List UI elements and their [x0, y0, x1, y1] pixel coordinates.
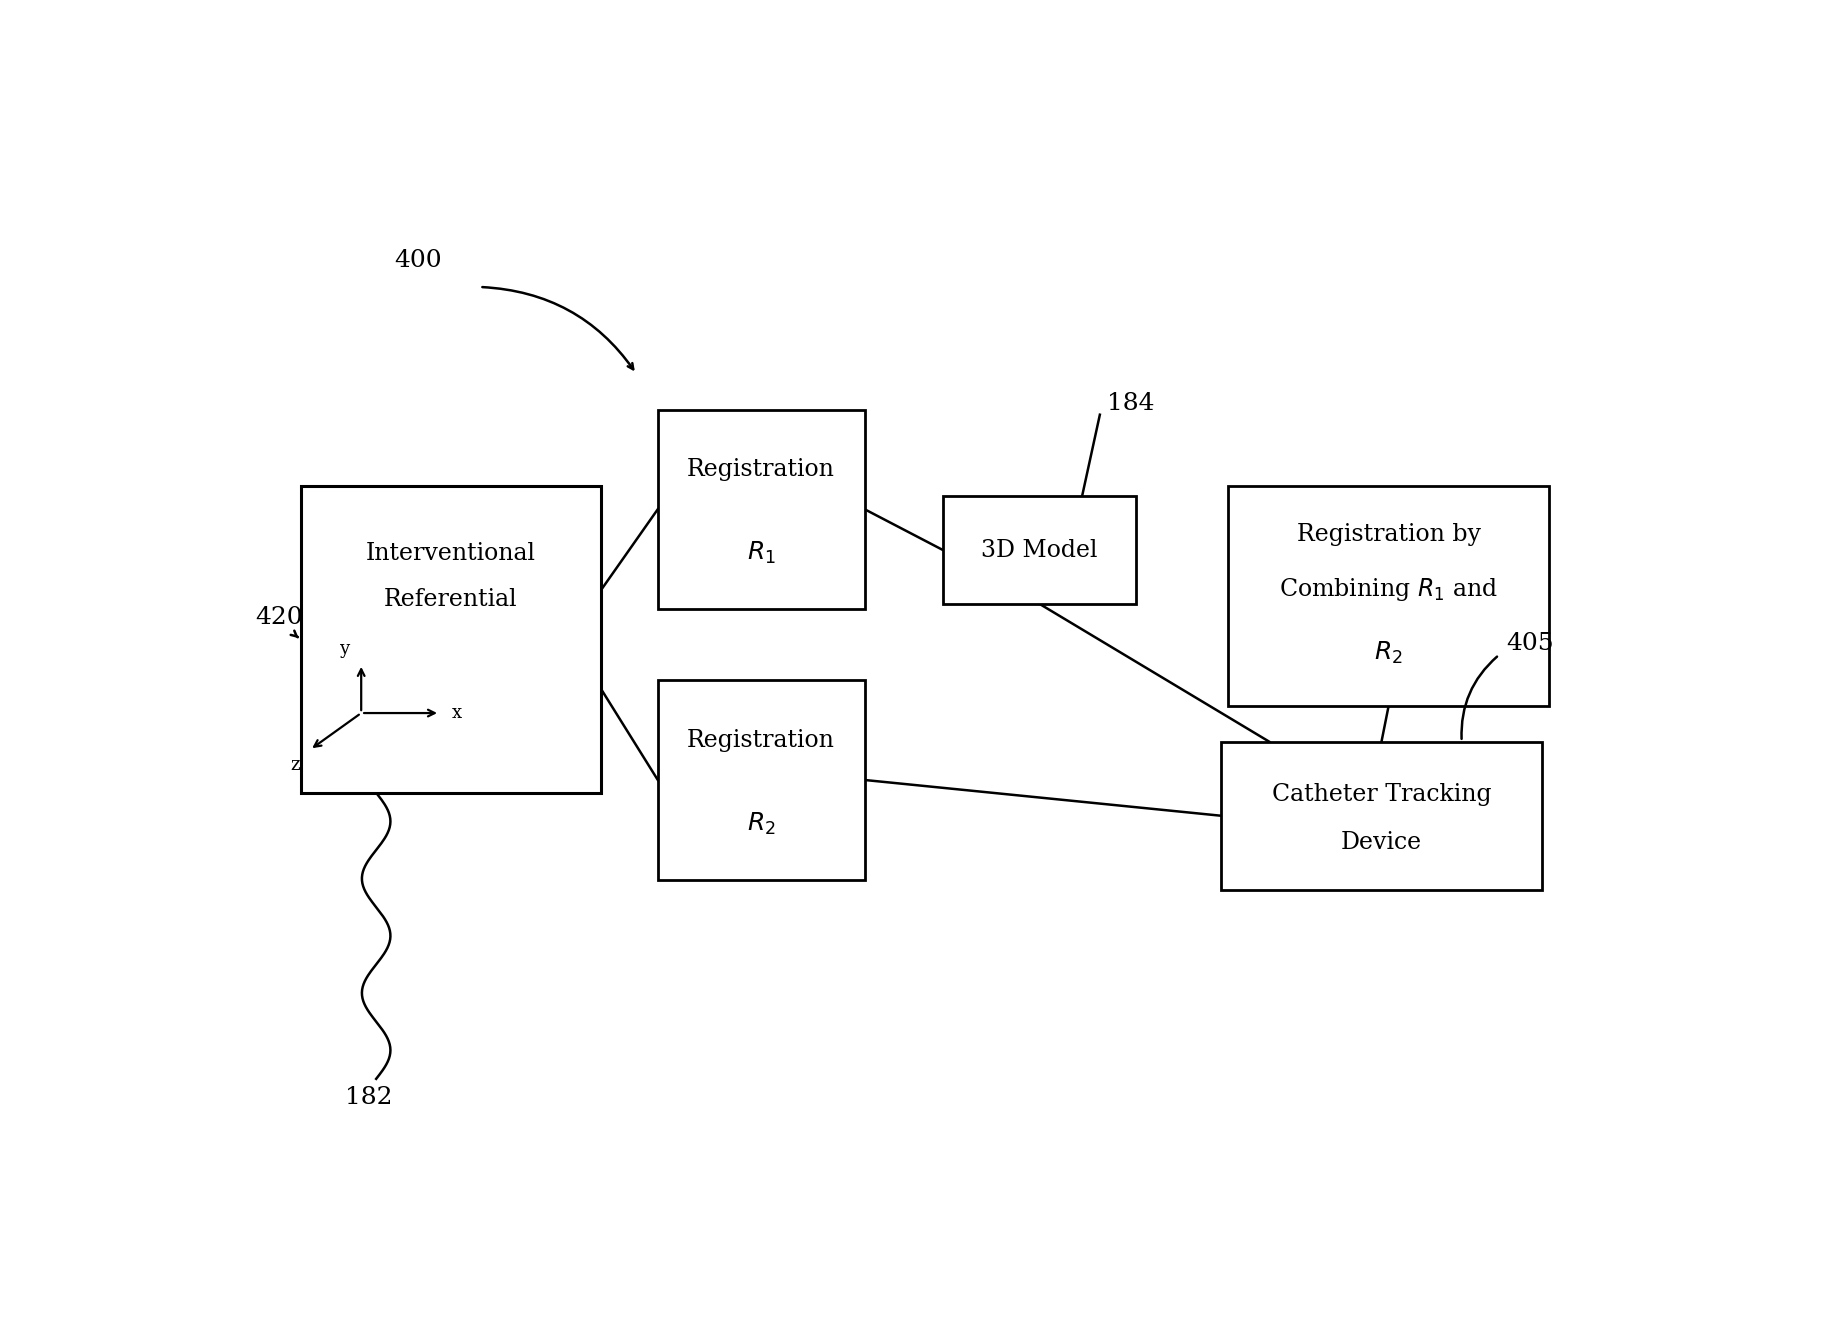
Text: Registration: Registration	[688, 729, 835, 751]
Text: 420: 420	[256, 606, 303, 629]
Text: Catheter Tracking: Catheter Tracking	[1271, 783, 1490, 807]
Text: z: z	[291, 756, 300, 774]
Text: y: y	[338, 640, 349, 658]
Text: $R_2$: $R_2$	[1374, 640, 1401, 666]
Text: Registration: Registration	[688, 458, 835, 480]
Text: Interventional: Interventional	[366, 543, 535, 565]
Bar	[1221, 742, 1541, 890]
Bar	[658, 410, 864, 609]
Text: 3D Model: 3D Model	[980, 539, 1096, 561]
Text: 184: 184	[1107, 391, 1153, 414]
Text: Device: Device	[1341, 831, 1422, 853]
Text: $R_1$: $R_1$	[747, 540, 776, 567]
Text: 405: 405	[1506, 632, 1554, 654]
Text: 400: 400	[394, 248, 441, 272]
Text: Combining $R_1$ and: Combining $R_1$ and	[1278, 576, 1497, 602]
Bar	[658, 681, 864, 880]
Bar	[943, 496, 1135, 604]
Text: Referential: Referential	[384, 588, 517, 612]
Bar	[302, 486, 601, 792]
Text: x: x	[451, 705, 462, 722]
Text: Registration by: Registration by	[1296, 523, 1480, 545]
Bar	[1228, 486, 1548, 706]
Text: 182: 182	[346, 1087, 392, 1109]
Text: $R_2$: $R_2$	[747, 811, 774, 837]
